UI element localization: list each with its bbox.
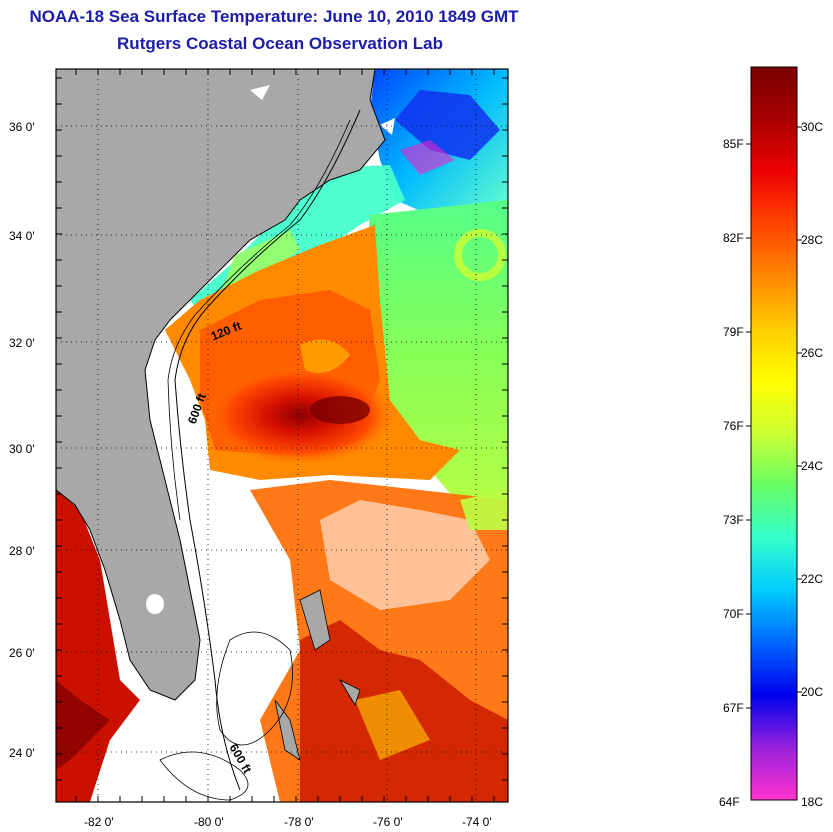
- colorbar-c-18: 18C: [801, 795, 823, 809]
- lon-label-74: -74 0': [462, 815, 492, 829]
- colorbar-f-85: 85F: [723, 137, 744, 151]
- lon-label-80: -80 0': [194, 815, 224, 829]
- colorbar-f-67: 67F: [723, 701, 744, 715]
- colorbar-f-73: 73F: [723, 513, 744, 527]
- map-frame: [55, 68, 509, 803]
- colorbar-f-82: 82F: [723, 231, 744, 245]
- lat-label-26: 26 0': [9, 646, 35, 660]
- land-mass: [56, 69, 386, 701]
- lon-label-82: -82 0': [84, 815, 114, 829]
- isobath-600ft: [174, 109, 361, 791]
- lon-label-78: -78 0': [284, 815, 314, 829]
- colorbar-c-22: 22C: [801, 572, 823, 586]
- colorbar-c-20: 20C: [801, 685, 823, 699]
- colorbar-scale: [750, 66, 798, 801]
- map-title: NOAA-18 Sea Surface Temperature: June 10…: [29, 7, 519, 26]
- offshore-water: [360, 200, 508, 520]
- colorbar-f-79: 79F: [723, 325, 744, 339]
- warm-core: [205, 365, 395, 465]
- lat-label-34: 34 0': [9, 229, 35, 243]
- isobath-120ft: [167, 119, 351, 521]
- lon-label-76: -76 0': [373, 815, 403, 829]
- colorbar-c-24: 24C: [801, 459, 823, 473]
- colorbar-f-76: 76F: [723, 419, 744, 433]
- lat-label-28: 28 0': [9, 544, 35, 558]
- map-subtitle: Rutgers Coastal Ocean Observation Lab: [117, 34, 443, 53]
- lat-label-30: 30 0': [9, 442, 35, 456]
- bahamas: [299, 589, 331, 651]
- colorbar-c-30: 30C: [801, 120, 823, 134]
- colorbar-f-70: 70F: [723, 607, 744, 621]
- lake-okeechobee: [146, 594, 164, 614]
- colorbar-f-64: 64F: [719, 795, 740, 809]
- lat-label-32: 32 0': [9, 336, 35, 350]
- colorbar-c-28: 28C: [801, 233, 823, 247]
- lat-label-24: 24 0': [9, 746, 35, 760]
- lat-label-36: 36 0': [9, 120, 35, 134]
- colorbar-c-26: 26C: [801, 346, 823, 360]
- graticule: [56, 69, 508, 802]
